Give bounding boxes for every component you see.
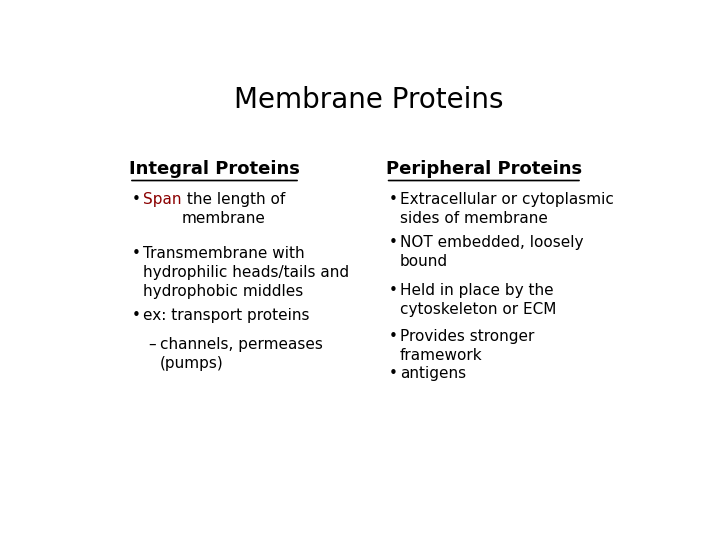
Text: •: • (389, 192, 397, 207)
Text: •: • (132, 192, 140, 207)
Text: •: • (389, 283, 397, 298)
Text: channels, permeases
(pumps): channels, permeases (pumps) (160, 337, 323, 372)
Text: •: • (389, 366, 397, 381)
Text: Integral Proteins: Integral Proteins (129, 160, 300, 178)
Text: ex: transport proteins: ex: transport proteins (143, 308, 310, 323)
Text: •: • (132, 246, 140, 261)
Text: Peripheral Proteins: Peripheral Proteins (386, 160, 582, 178)
Text: Span: Span (143, 192, 181, 207)
Text: Held in place by the
cytoskeleton or ECM: Held in place by the cytoskeleton or ECM (400, 283, 556, 318)
Text: •: • (389, 235, 397, 250)
Text: Membrane Proteins: Membrane Proteins (234, 85, 504, 113)
Text: NOT embedded, loosely
bound: NOT embedded, loosely bound (400, 235, 583, 269)
Text: Transmembrane with
hydrophilic heads/tails and
hydrophobic middles: Transmembrane with hydrophilic heads/tai… (143, 246, 349, 299)
Text: •: • (132, 308, 140, 323)
Text: Extracellular or cytoplasmic
sides of membrane: Extracellular or cytoplasmic sides of me… (400, 192, 613, 226)
Text: Provides stronger
framework: Provides stronger framework (400, 329, 534, 363)
Text: –: – (148, 337, 156, 352)
Text: the length of
membrane: the length of membrane (181, 192, 285, 226)
Text: antigens: antigens (400, 366, 466, 381)
Text: •: • (389, 329, 397, 344)
